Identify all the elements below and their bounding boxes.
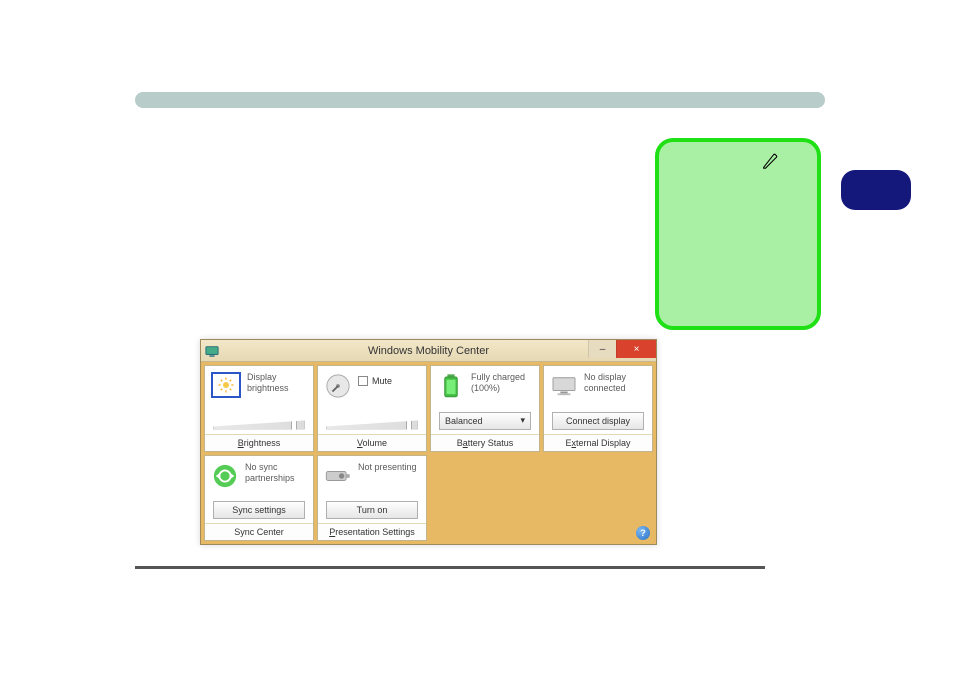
- brightness-tile: Display brightness Brightness: [204, 365, 314, 452]
- presentation-label: Presentation Settings: [318, 523, 426, 540]
- sync-icon: [211, 462, 239, 490]
- titlebar: Windows Mobility Center – ×: [201, 340, 656, 362]
- connect-display-button[interactable]: Connect display: [552, 412, 644, 430]
- volume-slider[interactable]: [326, 420, 418, 430]
- app-icon: [205, 344, 219, 358]
- brightness-label: Brightness: [205, 434, 313, 451]
- mute-label: Mute: [372, 376, 392, 386]
- window-title: Windows Mobility Center: [368, 345, 489, 357]
- presentation-tile: Not presenting Turn on Presentation Sett…: [317, 455, 427, 542]
- sticky-note: [655, 138, 821, 330]
- battery-icon: [437, 372, 465, 400]
- brightness-thumb[interactable]: [291, 419, 297, 433]
- close-button[interactable]: ×: [616, 340, 656, 358]
- power-plan-select[interactable]: Balanced▾: [439, 412, 531, 430]
- footer-bar: [135, 566, 765, 569]
- volume-tile: Mute Volume: [317, 365, 427, 452]
- battery-text: Fully charged (100%): [471, 372, 533, 394]
- volume-icon: [324, 372, 352, 400]
- tiles-grid: Display brightness Brightness Mute: [201, 362, 656, 544]
- display-text: No display connected: [584, 372, 646, 394]
- sync-label: Sync Center: [205, 523, 313, 540]
- battery-tile: Fully charged (100%) Balanced▾ Battery S…: [430, 365, 540, 452]
- brightness-slider[interactable]: [213, 420, 305, 430]
- display-icon: [550, 372, 578, 400]
- battery-label: Battery Status: [431, 434, 539, 451]
- minimize-button[interactable]: –: [588, 340, 616, 358]
- display-label: External Display: [544, 434, 652, 451]
- volume-thumb[interactable]: [406, 419, 412, 433]
- brightness-text: Display brightness: [247, 372, 307, 394]
- display-tile: No display connected Connect display Ext…: [543, 365, 653, 452]
- sync-text: No sync partnerships: [245, 462, 307, 484]
- help-icon[interactable]: ?: [636, 526, 650, 540]
- sync-settings-button[interactable]: Sync settings: [213, 501, 305, 519]
- pen-icon: [761, 152, 779, 170]
- presentation-text: Not presenting: [358, 462, 417, 473]
- blue-tab: [841, 170, 911, 210]
- header-bar: [135, 92, 825, 108]
- sync-tile: No sync partnerships Sync settings Sync …: [204, 455, 314, 542]
- projector-icon: [324, 462, 352, 490]
- turn-on-button[interactable]: Turn on: [326, 501, 418, 519]
- window-controls: – ×: [588, 340, 656, 358]
- mobility-center-window: Windows Mobility Center – × Display brig…: [200, 339, 657, 545]
- mute-checkbox[interactable]: [358, 376, 368, 386]
- volume-label: Volume: [318, 434, 426, 451]
- brightness-icon: [211, 372, 241, 398]
